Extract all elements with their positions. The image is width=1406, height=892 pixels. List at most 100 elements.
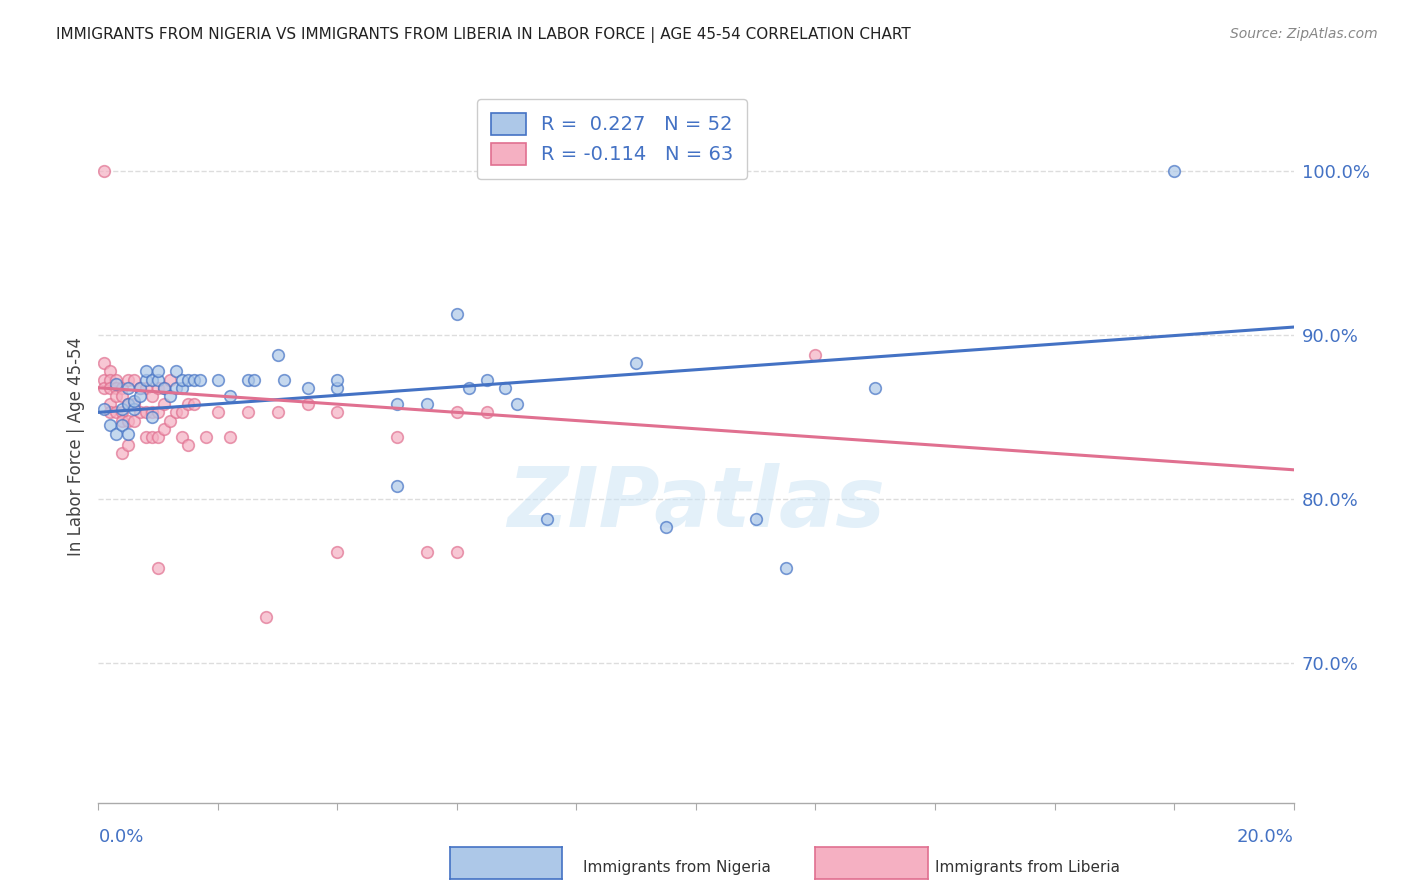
Point xyxy=(804,348,827,362)
Point xyxy=(111,446,134,460)
Y-axis label: In Labor Force | Age 45-54: In Labor Force | Age 45-54 xyxy=(66,336,84,556)
Point xyxy=(117,413,139,427)
Point xyxy=(159,413,181,427)
Point xyxy=(100,373,122,387)
Point xyxy=(745,512,768,526)
Point xyxy=(141,410,163,425)
Point xyxy=(93,356,115,370)
Point xyxy=(105,389,128,403)
Point xyxy=(148,373,170,387)
Point xyxy=(111,413,134,427)
Point xyxy=(105,377,128,392)
Point xyxy=(111,389,134,403)
Point xyxy=(536,512,558,526)
Point xyxy=(326,381,349,395)
Point xyxy=(219,430,242,444)
Text: Immigrants from Nigeria: Immigrants from Nigeria xyxy=(583,861,772,875)
Point xyxy=(148,561,170,575)
Point xyxy=(105,373,128,387)
Point xyxy=(172,405,194,419)
Point xyxy=(865,381,887,395)
Point xyxy=(117,397,139,411)
Point xyxy=(165,381,187,395)
Point xyxy=(385,479,409,493)
Point xyxy=(188,373,211,387)
Point xyxy=(135,381,157,395)
Point xyxy=(267,405,290,419)
Point xyxy=(148,405,170,419)
Point xyxy=(93,402,115,417)
Point xyxy=(219,389,242,403)
Point xyxy=(159,373,181,387)
Point xyxy=(195,430,218,444)
Point xyxy=(100,418,122,433)
Point xyxy=(141,405,163,419)
Point xyxy=(129,381,152,395)
Point xyxy=(236,405,259,419)
Point xyxy=(117,426,139,441)
Point xyxy=(135,430,157,444)
Point xyxy=(124,373,146,387)
Point xyxy=(326,373,349,387)
Point xyxy=(177,373,200,387)
Point xyxy=(148,364,170,378)
Point xyxy=(165,364,187,378)
Point xyxy=(267,348,290,362)
Point xyxy=(159,389,181,403)
Point xyxy=(165,405,187,419)
Point xyxy=(111,402,134,417)
Point xyxy=(124,393,146,408)
Point xyxy=(124,397,146,411)
Point xyxy=(135,364,157,378)
Point xyxy=(446,545,468,559)
Point xyxy=(105,405,128,419)
Point xyxy=(236,373,259,387)
Point xyxy=(273,373,295,387)
Point xyxy=(775,561,797,575)
Point xyxy=(153,397,176,411)
Point xyxy=(177,438,200,452)
Point xyxy=(93,381,115,395)
Point xyxy=(446,405,468,419)
Point xyxy=(183,397,205,411)
Point xyxy=(153,381,176,395)
Point xyxy=(124,413,146,427)
Point xyxy=(655,520,678,534)
Point xyxy=(129,381,152,395)
Point xyxy=(297,381,319,395)
Point xyxy=(207,405,229,419)
Text: Immigrants from Liberia: Immigrants from Liberia xyxy=(935,861,1121,875)
Point xyxy=(1163,164,1185,178)
Point xyxy=(385,397,409,411)
Point xyxy=(416,545,439,559)
Point xyxy=(105,381,128,395)
Point xyxy=(183,373,205,387)
Point xyxy=(124,402,146,417)
Point xyxy=(111,381,134,395)
Point xyxy=(148,430,170,444)
Point xyxy=(458,381,481,395)
Text: Source: ZipAtlas.com: Source: ZipAtlas.com xyxy=(1230,27,1378,41)
Text: 20.0%: 20.0% xyxy=(1237,828,1294,846)
Point xyxy=(254,610,277,624)
Point xyxy=(135,373,157,387)
Point xyxy=(141,389,163,403)
Point xyxy=(172,430,194,444)
Legend: R =  0.227   N = 52, R = -0.114   N = 63: R = 0.227 N = 52, R = -0.114 N = 63 xyxy=(477,99,748,178)
Point xyxy=(172,381,194,395)
Point xyxy=(475,373,498,387)
Point xyxy=(243,373,266,387)
Point xyxy=(446,307,468,321)
Point xyxy=(326,545,349,559)
Point xyxy=(172,373,194,387)
Point xyxy=(93,373,115,387)
Text: 0.0%: 0.0% xyxy=(98,828,143,846)
Point xyxy=(117,438,139,452)
Point xyxy=(207,373,229,387)
Point xyxy=(100,381,122,395)
Point xyxy=(93,164,115,178)
Point xyxy=(153,422,176,436)
Point xyxy=(506,397,529,411)
Point xyxy=(177,397,200,411)
Point xyxy=(297,397,319,411)
